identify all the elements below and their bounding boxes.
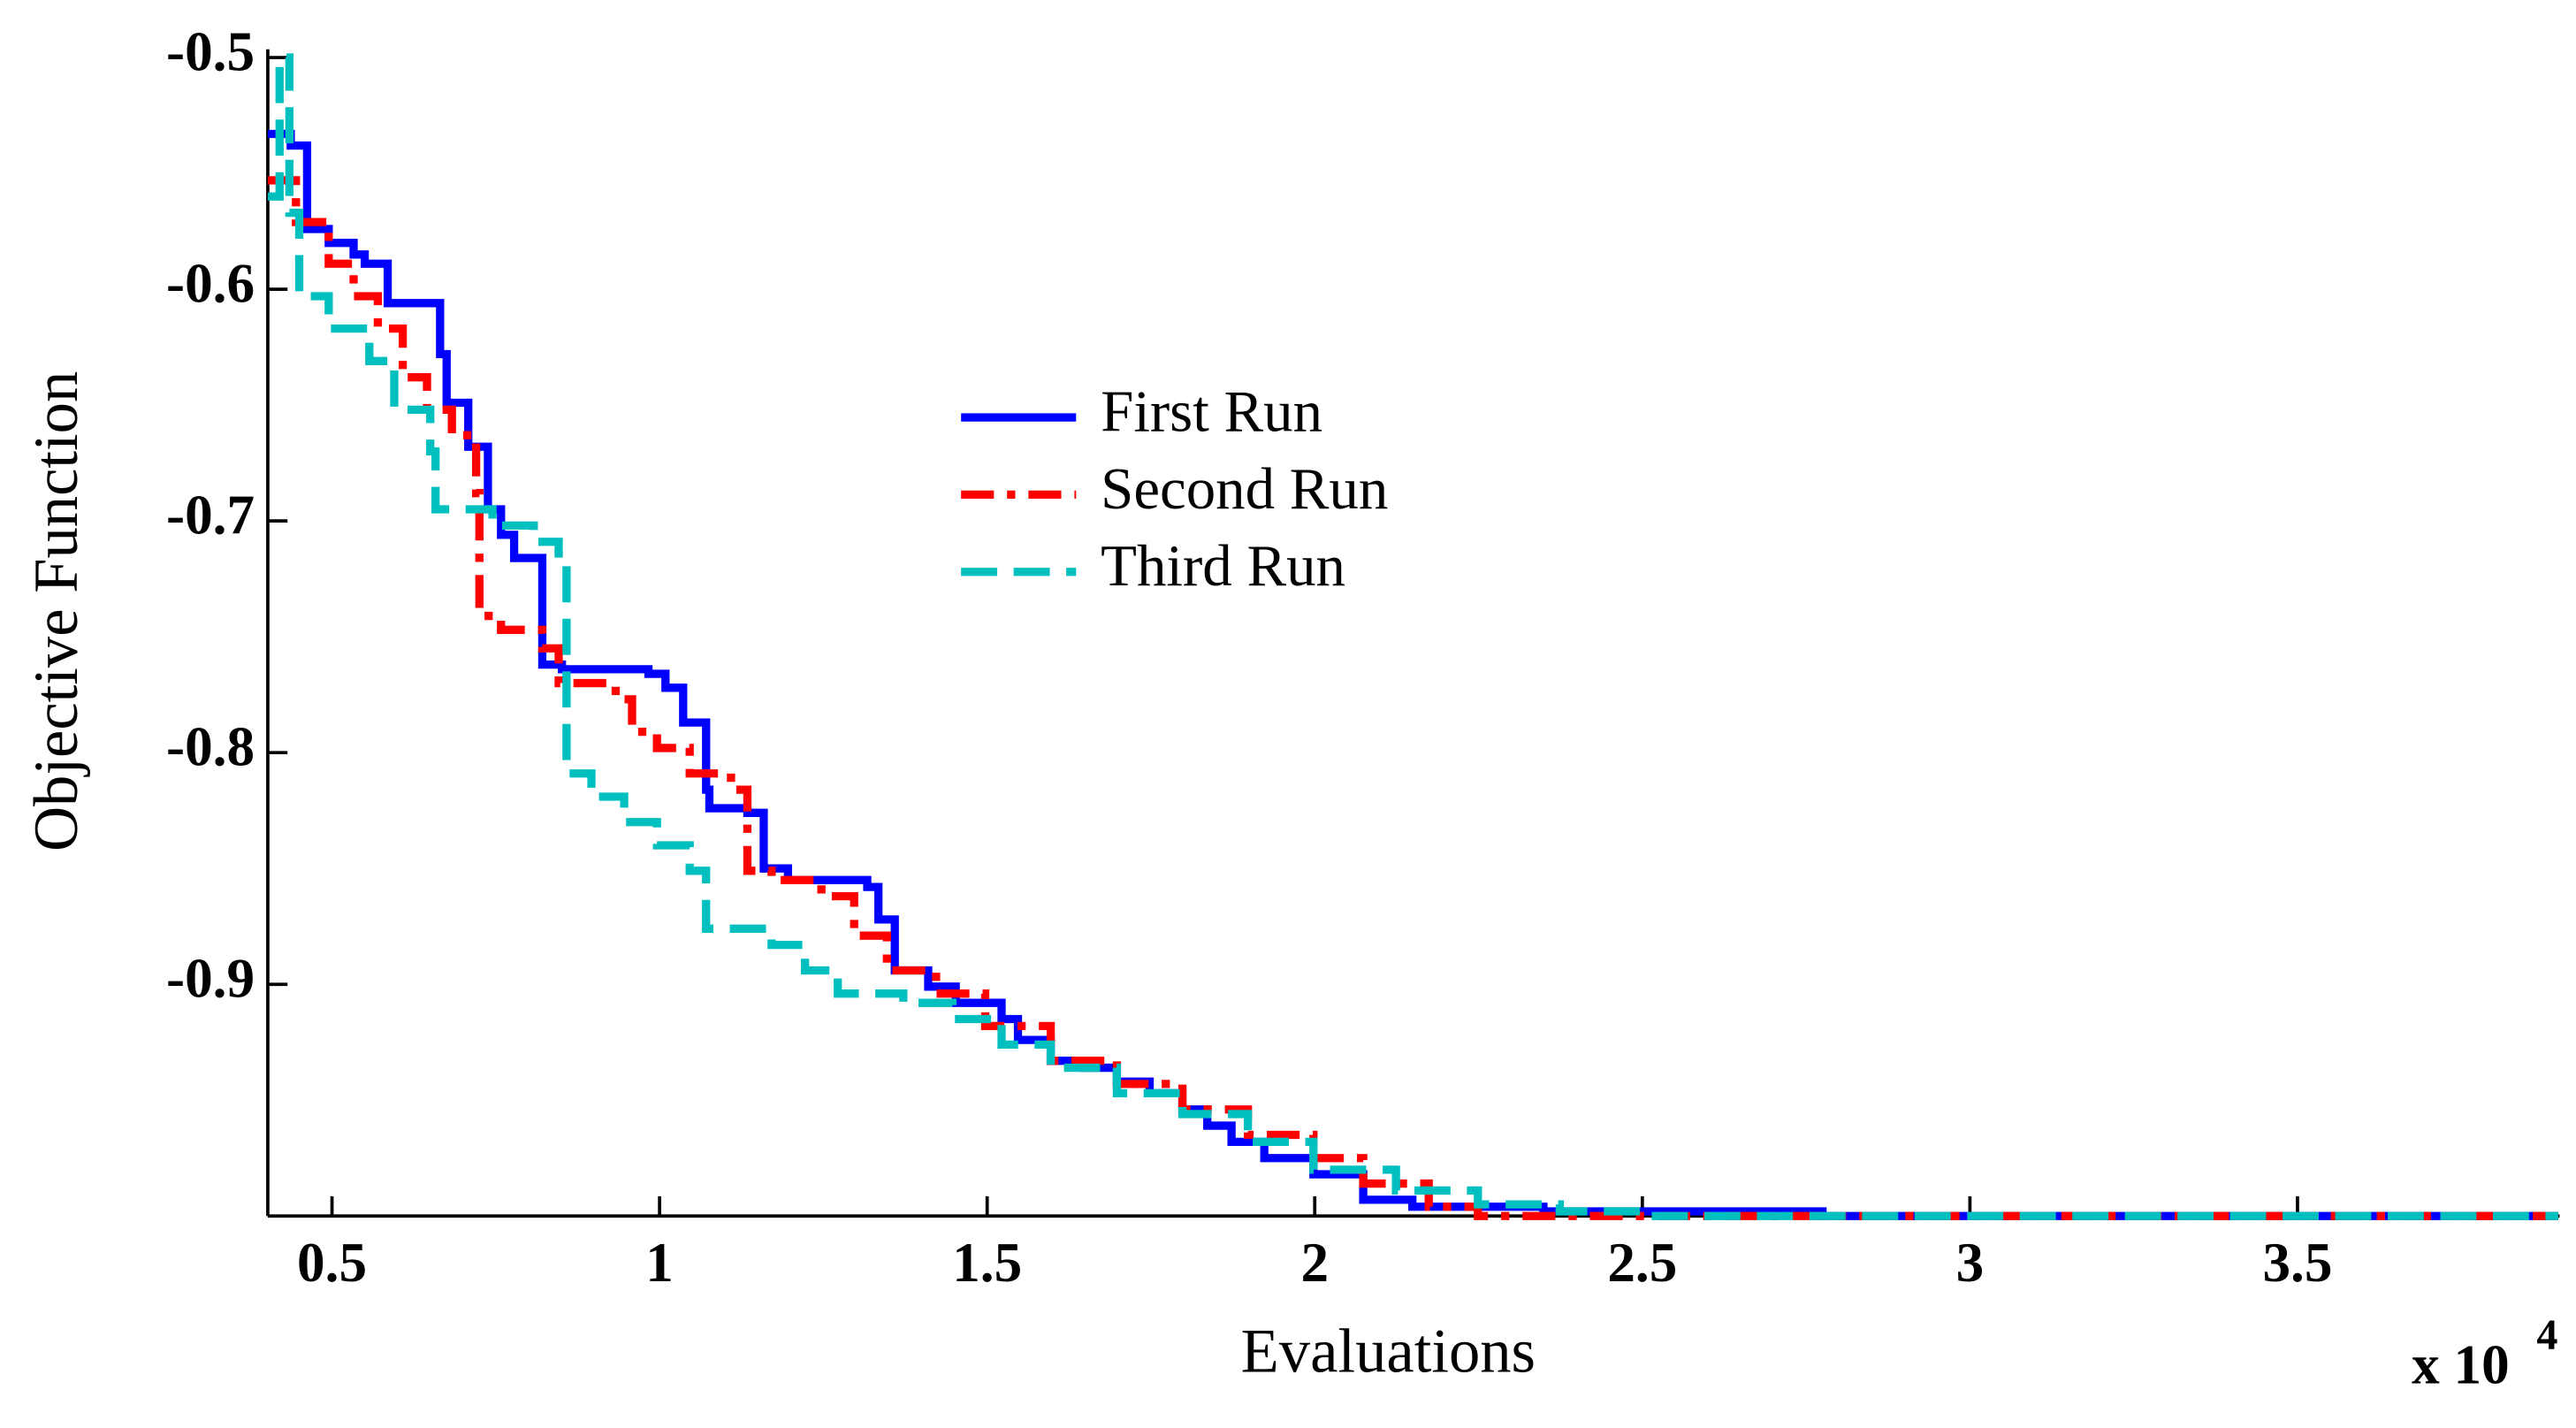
x-tick-label: 3.5 bbox=[2262, 1232, 2332, 1294]
x-tick-label: 2.5 bbox=[1607, 1232, 1677, 1294]
x-multiplier-exponent: 4 bbox=[2536, 1312, 2557, 1359]
legend-label: Second Run bbox=[1101, 456, 1388, 522]
y-tick-label: -0.7 bbox=[166, 485, 255, 546]
legend-label: First Run bbox=[1101, 378, 1322, 444]
y-tick-label: -0.8 bbox=[166, 716, 255, 778]
series-line bbox=[267, 129, 2558, 1220]
series-line bbox=[267, 53, 2558, 1220]
x-multiplier: x 10 bbox=[2412, 1333, 2510, 1395]
series-line bbox=[267, 176, 2558, 1220]
x-tick-label: 1 bbox=[645, 1232, 674, 1294]
x-tick-label: 3 bbox=[1956, 1232, 1985, 1294]
x-tick-label: 2 bbox=[1300, 1232, 1329, 1294]
y-tick-label: -0.9 bbox=[166, 948, 255, 1010]
x-tick-label: 1.5 bbox=[952, 1232, 1022, 1294]
y-tick-label: -0.5 bbox=[166, 21, 255, 83]
y-axis-label: Objective Function bbox=[22, 371, 91, 851]
x-axis-label: Evaluations bbox=[1241, 1317, 1536, 1386]
x-tick-label: 0.5 bbox=[297, 1232, 367, 1294]
legend-label: Third Run bbox=[1101, 533, 1345, 599]
y-tick-label: -0.6 bbox=[166, 253, 255, 315]
